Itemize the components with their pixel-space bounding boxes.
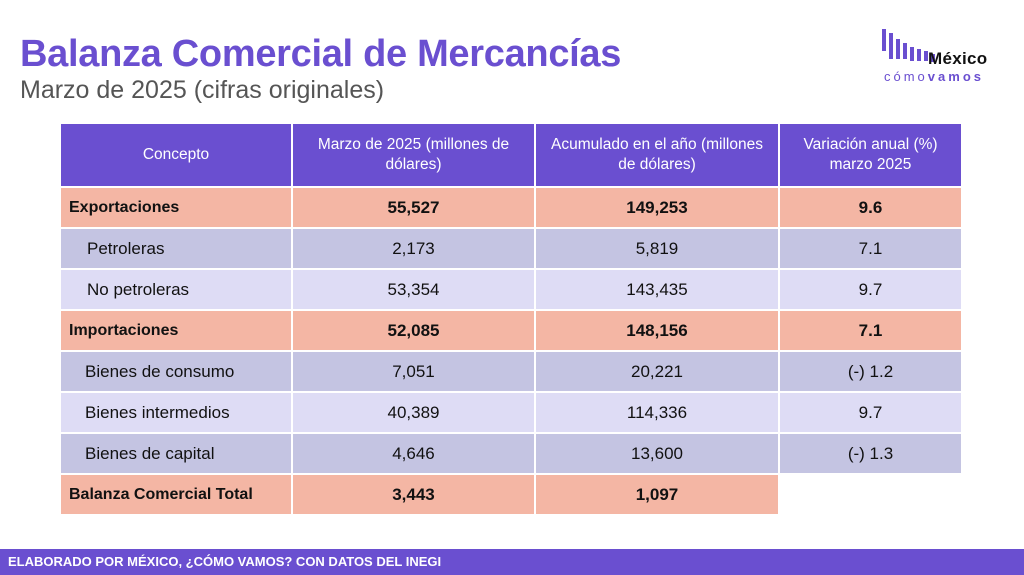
cell-ytd: 20,221	[536, 352, 780, 393]
table-row: Balanza Comercial Total 3,443 1,097	[61, 475, 963, 516]
cell-ytd: 143,435	[536, 270, 780, 311]
cell-month: 3,443	[293, 475, 536, 516]
table-row: Importaciones 52,085 148,156 7.1	[61, 311, 963, 352]
cell-variation: 9.7	[780, 270, 963, 311]
header-concepto: Concepto	[61, 124, 293, 188]
cell-month: 53,354	[293, 270, 536, 311]
logo-tag-bold: vamos	[927, 69, 984, 84]
header-acumulado: Acumulado en el año (millones de dólares…	[536, 124, 780, 188]
cell-empty	[780, 475, 963, 516]
trade-balance-table: Concepto Marzo de 2025 (millones de dóla…	[61, 124, 963, 516]
bar-chart-logo-icon	[882, 29, 935, 62]
logo-name: México	[928, 49, 988, 68]
cell-concept: Balanza Comercial Total	[61, 475, 293, 516]
header-marzo: Marzo de 2025 (millones de dólares)	[293, 124, 536, 188]
cell-ytd: 148,156	[536, 311, 780, 352]
cell-variation: (-) 1.3	[780, 434, 963, 475]
cell-month: 2,173	[293, 229, 536, 270]
table-row: Bienes de capital 4,646 13,600 (-) 1.3	[61, 434, 963, 475]
table-row: No petroleras 53,354 143,435 9.7	[61, 270, 963, 311]
cell-ytd: 149,253	[536, 188, 780, 229]
source-footer: ELABORADO POR MÉXICO, ¿CÓMO VAMOS? CON D…	[0, 549, 1024, 575]
logo-tag-light: cómo	[884, 69, 928, 84]
table-row: Exportaciones 55,527 149,253 9.6	[61, 188, 963, 229]
table-row: Bienes intermedios 40,389 114,336 9.7	[61, 393, 963, 434]
cell-ytd: 1,097	[536, 475, 780, 516]
table-row: Petroleras 2,173 5,819 7.1	[61, 229, 963, 270]
page-subtitle: Marzo de 2025 (cifras originales)	[20, 76, 385, 104]
cell-ytd: 114,336	[536, 393, 780, 434]
header-variacion: Variación anual (%) marzo 2025	[780, 124, 963, 188]
cell-ytd: 13,600	[536, 434, 780, 475]
cell-variation: (-) 1.2	[780, 352, 963, 393]
cell-concept: Bienes de capital	[61, 434, 293, 475]
cell-month: 7,051	[293, 352, 536, 393]
cell-variation: 7.1	[780, 229, 963, 270]
cell-month: 4,646	[293, 434, 536, 475]
cell-concept: Importaciones	[61, 311, 293, 352]
cell-month: 40,389	[293, 393, 536, 434]
cell-variation: 9.6	[780, 188, 963, 229]
cell-ytd: 5,819	[536, 229, 780, 270]
cell-concept: Petroleras	[61, 229, 293, 270]
cell-concept: Bienes de consumo	[61, 352, 293, 393]
mexico-como-vamos-logo: México cómovamos	[882, 29, 1006, 85]
cell-variation: 9.7	[780, 393, 963, 434]
logo-tagline: cómovamos	[884, 69, 984, 84]
table-header-row: Concepto Marzo de 2025 (millones de dóla…	[61, 124, 963, 188]
cell-variation: 7.1	[780, 311, 963, 352]
cell-concept: Bienes intermedios	[61, 393, 293, 434]
cell-month: 55,527	[293, 188, 536, 229]
cell-month: 52,085	[293, 311, 536, 352]
cell-concept: No petroleras	[61, 270, 293, 311]
cell-concept: Exportaciones	[61, 188, 293, 229]
table-row: Bienes de consumo 7,051 20,221 (-) 1.2	[61, 352, 963, 393]
page-title: Balanza Comercial de Mercancías	[20, 33, 622, 75]
